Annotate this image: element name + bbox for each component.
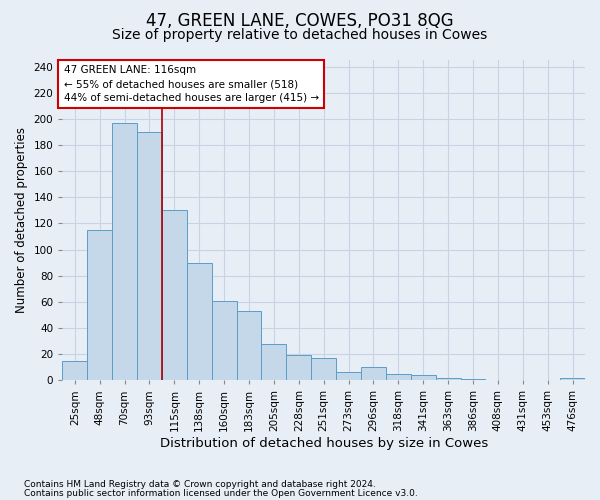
Bar xyxy=(62,360,87,380)
Bar xyxy=(112,123,137,380)
Bar xyxy=(336,372,361,380)
Bar xyxy=(461,379,485,380)
Bar xyxy=(162,210,187,380)
Bar xyxy=(286,356,311,380)
Bar xyxy=(361,367,386,380)
Bar xyxy=(137,132,162,380)
Text: Contains HM Land Registry data © Crown copyright and database right 2024.: Contains HM Land Registry data © Crown c… xyxy=(24,480,376,489)
Text: 47, GREEN LANE, COWES, PO31 8QG: 47, GREEN LANE, COWES, PO31 8QG xyxy=(146,12,454,30)
Bar xyxy=(411,375,436,380)
Bar xyxy=(560,378,585,380)
Bar xyxy=(212,300,236,380)
Bar xyxy=(87,230,112,380)
Y-axis label: Number of detached properties: Number of detached properties xyxy=(15,127,28,313)
Bar xyxy=(436,378,461,380)
Bar xyxy=(262,344,286,380)
X-axis label: Distribution of detached houses by size in Cowes: Distribution of detached houses by size … xyxy=(160,437,488,450)
Bar xyxy=(386,374,411,380)
Bar xyxy=(311,358,336,380)
Bar xyxy=(187,262,212,380)
Text: Contains public sector information licensed under the Open Government Licence v3: Contains public sector information licen… xyxy=(24,489,418,498)
Bar xyxy=(236,311,262,380)
Text: Size of property relative to detached houses in Cowes: Size of property relative to detached ho… xyxy=(112,28,488,42)
Text: 47 GREEN LANE: 116sqm
← 55% of detached houses are smaller (518)
44% of semi-det: 47 GREEN LANE: 116sqm ← 55% of detached … xyxy=(64,65,319,103)
